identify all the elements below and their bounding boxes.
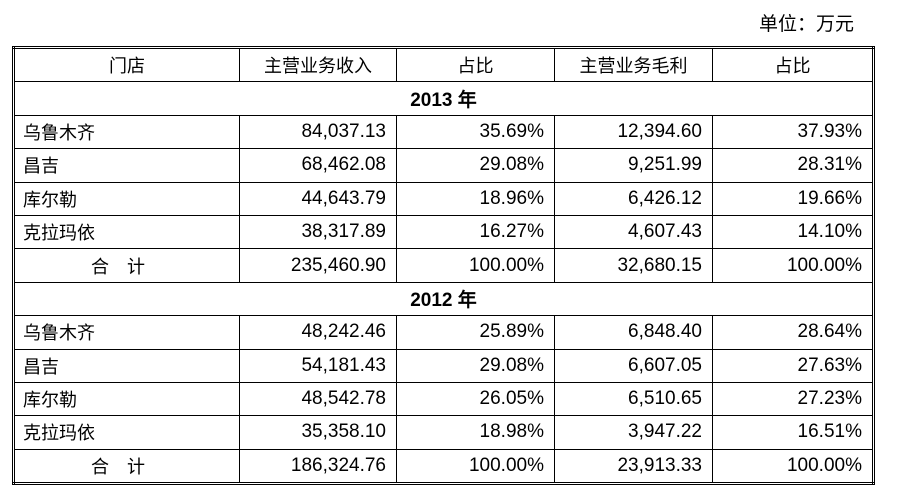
revenue-share-cell: 18.98% [396, 415, 555, 450]
store-name: 库尔勒 [13, 181, 240, 216]
store-name: 昌吉 [13, 148, 240, 183]
revenue-cell: 54,181.43 [239, 348, 397, 383]
table-row: 库尔勒 48,542.78 26.05% 6,510.65 27.23% [13, 381, 874, 417]
gross-profit-cell: 32,680.15 [554, 248, 713, 283]
revenue-share-cell: 26.05% [396, 381, 555, 417]
profit-share-cell: 28.31% [712, 148, 874, 183]
revenue-cell: 35,358.10 [239, 415, 397, 450]
profit-share-cell: 28.64% [712, 315, 874, 350]
total-label: 合计 [13, 248, 240, 283]
gross-profit-cell: 3,947.22 [554, 415, 713, 450]
store-name: 昌吉 [13, 348, 240, 383]
profit-share-cell: 100.00% [712, 248, 874, 283]
header-revenue-share: 占比 [396, 46, 555, 83]
revenue-cell: 48,542.78 [239, 381, 397, 417]
year-row: 2012 年 [13, 281, 874, 317]
gross-profit-cell: 6,607.05 [554, 348, 713, 383]
table-row: 克拉玛依 35,358.10 18.98% 3,947.22 16.51% [13, 415, 874, 450]
profit-share-cell: 27.23% [712, 381, 874, 417]
store-name: 克拉玛依 [13, 415, 240, 450]
revenue-cell: 186,324.76 [239, 448, 397, 485]
store-name: 乌鲁木齐 [13, 114, 240, 150]
profit-share-cell: 16.51% [712, 415, 874, 450]
table-row: 库尔勒 44,643.79 18.96% 6,426.12 19.66% [13, 181, 874, 216]
profit-share-cell: 100.00% [712, 448, 874, 485]
revenue-cell: 68,462.08 [239, 148, 397, 183]
revenue-share-cell: 25.89% [396, 315, 555, 350]
store-name: 库尔勒 [13, 381, 240, 417]
profit-share-cell: 14.10% [712, 214, 874, 250]
revenue-cell: 44,643.79 [239, 181, 397, 216]
revenue-cell: 235,460.90 [239, 248, 397, 283]
unit-label: 单位：万元 [758, 13, 854, 35]
gross-profit-cell: 6,510.65 [554, 381, 713, 417]
revenue-share-cell: 16.27% [396, 214, 555, 250]
gross-profit-cell: 9,251.99 [554, 148, 713, 183]
table-row: 昌吉 54,181.43 29.08% 6,607.05 27.63% [13, 348, 874, 383]
header-gross-profit: 主营业务毛利 [554, 46, 713, 83]
revenue-cell: 48,242.46 [239, 315, 397, 350]
year-row: 2013 年 [13, 81, 874, 116]
table-row: 乌鲁木齐 84,037.13 35.69% 12,394.60 37.93% [13, 114, 874, 150]
total-label: 合计 [13, 448, 240, 485]
revenue-share-cell: 100.00% [396, 448, 555, 485]
year-label: 2013 年 [13, 81, 874, 116]
gross-profit-cell: 6,426.12 [554, 181, 713, 216]
header-store: 门店 [13, 46, 240, 83]
revenue-share-cell: 29.08% [396, 348, 555, 383]
revenue-cell: 84,037.13 [239, 114, 397, 150]
gross-profit-cell: 6,848.40 [554, 315, 713, 350]
store-name: 乌鲁木齐 [13, 315, 240, 350]
profit-share-cell: 37.93% [712, 114, 874, 150]
total-row: 合计 186,324.76 100.00% 23,913.33 100.00% [13, 448, 874, 485]
revenue-cell: 38,317.89 [239, 214, 397, 250]
table-row: 乌鲁木齐 48,242.46 25.89% 6,848.40 28.64% [13, 315, 874, 350]
table-row: 克拉玛依 38,317.89 16.27% 4,607.43 14.10% [13, 214, 874, 250]
revenue-share-cell: 100.00% [396, 248, 555, 283]
header-profit-share: 占比 [712, 46, 874, 83]
gross-profit-cell: 23,913.33 [554, 448, 713, 485]
revenue-share-cell: 18.96% [396, 181, 555, 216]
gross-profit-cell: 4,607.43 [554, 214, 713, 250]
year-label: 2012 年 [13, 281, 874, 317]
store-name: 克拉玛依 [13, 214, 240, 250]
revenue-share-cell: 35.69% [396, 114, 555, 150]
profit-share-cell: 19.66% [712, 181, 874, 216]
store-revenue-table: 门店 主营业务收入 占比 主营业务毛利 占比 2013 年乌鲁木齐 84,037.… [12, 46, 875, 486]
header-revenue: 主营业务收入 [239, 46, 397, 83]
gross-profit-cell: 12,394.60 [554, 114, 713, 150]
table-row: 昌吉 68,462.08 29.08% 9,251.99 28.31% [13, 148, 874, 183]
profit-share-cell: 27.63% [712, 348, 874, 383]
header-row: 门店 主营业务收入 占比 主营业务毛利 占比 [13, 46, 874, 83]
revenue-share-cell: 29.08% [396, 148, 555, 183]
total-row: 合计 235,460.90 100.00% 32,680.15 100.00% [13, 248, 874, 283]
